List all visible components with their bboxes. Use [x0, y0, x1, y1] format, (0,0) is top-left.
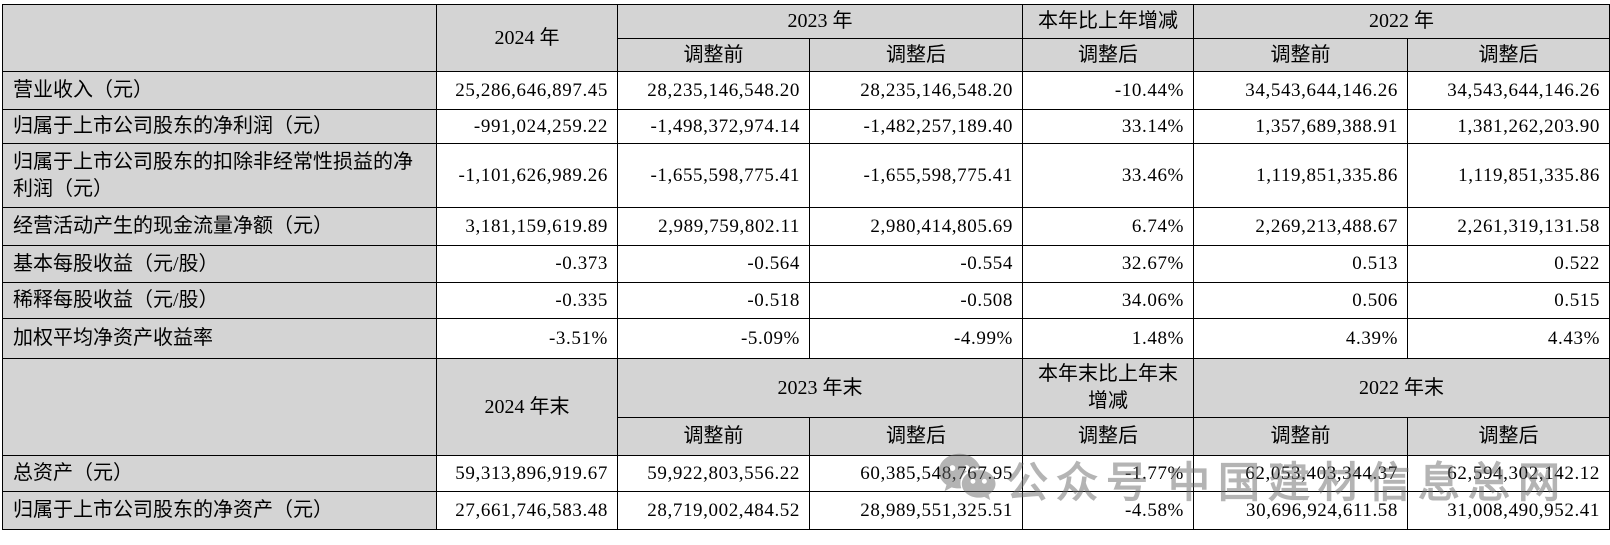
value-2023-before: -1,498,372,974.14 [617, 109, 810, 144]
value-change: -10.44% [1022, 71, 1194, 110]
value-2023-after: 60,385,548,767.95 [809, 455, 1023, 492]
value-2022-before: 34,543,644,146.26 [1193, 71, 1408, 110]
header-yoy-change: 本年比上年增减 [1022, 4, 1194, 39]
value-2024: -0.335 [436, 282, 618, 319]
corner-blank-cell-2 [2, 358, 437, 456]
value-2024: -1,101,626,989.26 [436, 143, 618, 208]
value-2022-before: 30,696,924,611.58 [1193, 491, 1408, 530]
value-2023-after: 28,989,551,325.51 [809, 491, 1023, 530]
row-label: 经营活动产生的现金流量净额（元） [2, 207, 437, 246]
value-change: 33.46% [1022, 143, 1194, 208]
value-2024: 3,181,159,619.89 [436, 207, 618, 246]
subheader-2022end-after: 调整后 [1407, 417, 1610, 456]
value-2022-after: 1,119,851,335.86 [1407, 143, 1610, 208]
value-2023-after: -1,655,598,775.41 [809, 143, 1023, 208]
subheader-2022-after: 调整后 [1407, 38, 1610, 72]
value-2022-before: 0.513 [1193, 245, 1408, 283]
header-yearend-2023: 2023 年末 [617, 358, 1023, 418]
subheader-2022-before: 调整前 [1193, 38, 1408, 72]
value-2022-after: 0.522 [1407, 245, 1610, 283]
value-2022-before: 2,269,213,488.67 [1193, 207, 1408, 246]
value-2023-before: 2,989,759,802.11 [617, 207, 810, 246]
table-row: 营业收入（元） 25,286,646,897.45 28,235,146,548… [2, 71, 1610, 110]
row-label: 总资产（元） [2, 455, 437, 492]
header-yearend-2024: 2024 年末 [436, 358, 618, 456]
header-year-2023: 2023 年 [617, 4, 1023, 39]
value-2023-before: -1,655,598,775.41 [617, 143, 810, 208]
row-label: 营业收入（元） [2, 71, 437, 110]
value-2023-before: -5.09% [617, 318, 810, 359]
header-year-2024: 2024 年 [436, 4, 618, 72]
header-yearend-2022: 2022 年末 [1193, 358, 1610, 418]
value-2024: -3.51% [436, 318, 618, 359]
header-yearend-change: 本年末比上年末增减 [1022, 358, 1194, 418]
value-2024: 59,313,896,919.67 [436, 455, 618, 492]
value-change: 6.74% [1022, 207, 1194, 246]
value-2023-before: -0.518 [617, 282, 810, 319]
value-2023-after: -0.554 [809, 245, 1023, 283]
subheader-2023end-before: 调整前 [617, 417, 810, 456]
value-2024: -991,024,259.22 [436, 109, 618, 144]
header-year-2022: 2022 年 [1193, 4, 1610, 39]
row-label: 归属于上市公司股东的净资产（元） [2, 491, 437, 530]
value-change: 1.48% [1022, 318, 1194, 359]
value-2022-after: 31,008,490,952.41 [1407, 491, 1610, 530]
value-change: -1.77% [1022, 455, 1194, 492]
value-2023-after: 28,235,146,548.20 [809, 71, 1023, 110]
subheader-change-end-after: 调整后 [1022, 417, 1194, 456]
value-2023-before: 59,922,803,556.22 [617, 455, 810, 492]
value-2024: -0.373 [436, 245, 618, 283]
row-label: 加权平均净资产收益率 [2, 318, 437, 359]
value-change: 32.67% [1022, 245, 1194, 283]
value-change: 33.14% [1022, 109, 1194, 144]
value-2023-after: -0.508 [809, 282, 1023, 319]
value-2022-after: 4.43% [1407, 318, 1610, 359]
financial-summary-table: 2024 年 2023 年 本年比上年增减 2022 年 调整前 调整后 调整后… [2, 4, 1610, 530]
value-2022-after: 34,543,644,146.26 [1407, 71, 1610, 110]
value-2022-before: 62,053,403,344.37 [1193, 455, 1408, 492]
row-label: 稀释每股收益（元/股） [2, 282, 437, 319]
value-2023-after: 2,980,414,805.69 [809, 207, 1023, 246]
value-2023-before: -0.564 [617, 245, 810, 283]
value-change: 34.06% [1022, 282, 1194, 319]
table-row: 基本每股收益（元/股） -0.373 -0.564 -0.554 32.67% … [2, 245, 1610, 283]
row-label: 归属于上市公司股东的净利润（元） [2, 109, 437, 144]
value-2022-before: 0.506 [1193, 282, 1408, 319]
value-2024: 27,661,746,583.48 [436, 491, 618, 530]
subheader-2022end-before: 调整前 [1193, 417, 1408, 456]
table-row: 稀释每股收益（元/股） -0.335 -0.518 -0.508 34.06% … [2, 282, 1610, 319]
value-2022-before: 4.39% [1193, 318, 1408, 359]
value-2023-after: -4.99% [809, 318, 1023, 359]
value-2023-before: 28,719,002,484.52 [617, 491, 810, 530]
table-row: 归属于上市公司股东的净利润（元） -991,024,259.22 -1,498,… [2, 109, 1610, 144]
table-row: 经营活动产生的现金流量净额（元） 3,181,159,619.89 2,989,… [2, 207, 1610, 246]
subheader-change-after: 调整后 [1022, 38, 1194, 72]
table-row: 总资产（元） 59,313,896,919.67 59,922,803,556.… [2, 455, 1610, 492]
value-2023-after: -1,482,257,189.40 [809, 109, 1023, 144]
subheader-2023-after: 调整后 [809, 38, 1023, 72]
value-change: -4.58% [1022, 491, 1194, 530]
table-row: 加权平均净资产收益率 -3.51% -5.09% -4.99% 1.48% 4.… [2, 318, 1610, 359]
subheader-2023-before: 调整前 [617, 38, 810, 72]
value-2022-after: 2,261,319,131.58 [1407, 207, 1610, 246]
value-2023-before: 28,235,146,548.20 [617, 71, 810, 110]
row-label: 基本每股收益（元/股） [2, 245, 437, 283]
corner-blank-cell [2, 4, 437, 72]
value-2022-after: 62,594,302,142.12 [1407, 455, 1610, 492]
value-2022-after: 0.515 [1407, 282, 1610, 319]
subheader-2023end-after: 调整后 [809, 417, 1023, 456]
value-2022-before: 1,357,689,388.91 [1193, 109, 1408, 144]
value-2024: 25,286,646,897.45 [436, 71, 618, 110]
table-row: 归属于上市公司股东的扣除非经常性损益的净利润（元） -1,101,626,989… [2, 143, 1610, 208]
value-2022-before: 1,119,851,335.86 [1193, 143, 1408, 208]
row-label: 归属于上市公司股东的扣除非经常性损益的净利润（元） [2, 143, 437, 208]
value-2022-after: 1,381,262,203.90 [1407, 109, 1610, 144]
table-row: 归属于上市公司股东的净资产（元） 27,661,746,583.48 28,71… [2, 491, 1610, 530]
